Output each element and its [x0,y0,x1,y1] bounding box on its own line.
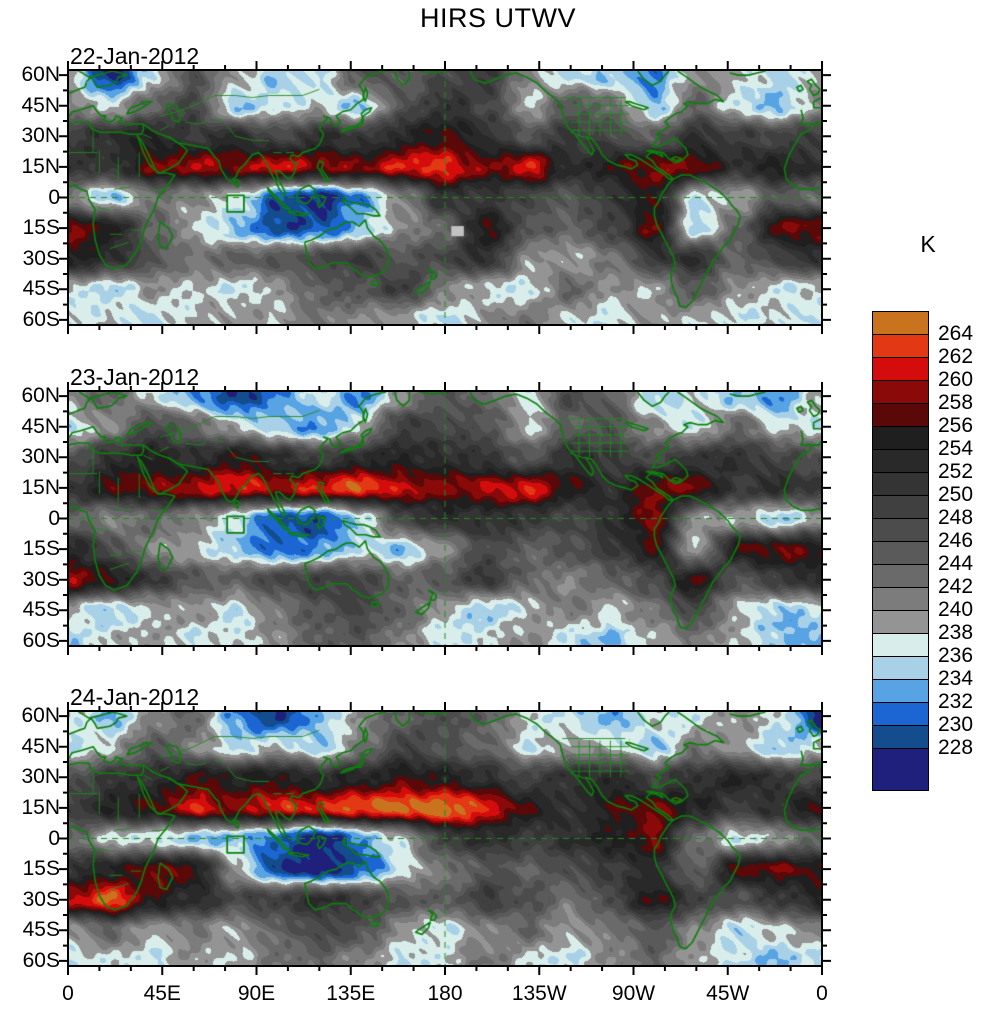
lon-tick-label: 45W [706,982,750,1005]
colorbar-tick-label: 252 [938,460,974,483]
colorbar-tick-label: 236 [938,644,974,667]
colorbar-tick-label: 228 [938,736,974,759]
lon-tick-label: 90E [237,982,276,1005]
lat-tick-label: 0 [48,506,60,530]
lat-tick-label: 30N [21,765,60,789]
map-heatmap-canvas-3 [68,711,822,966]
lat-tick-label: 30N [21,445,60,469]
colorbar-swatch [872,541,929,565]
lat-tick-label: 60S [22,307,60,331]
lat-tick-label: 45S [22,598,60,622]
lat-tick-label: 60S [22,628,60,652]
lat-tick-label: 45N [21,734,60,758]
lon-tick-label: 45E [143,982,181,1005]
figure-title: HIRS UTWV [420,3,576,33]
lat-tick-label: 45S [22,918,60,942]
lat-tick-label: 15S [22,537,60,561]
panel-date-label-3: 24-Jan-2012 [70,684,200,710]
colorbar-swatch [872,426,929,450]
lat-tick-label: 60N [21,63,60,87]
lon-tick-label: 0 [62,982,74,1005]
colorbar-swatch [872,702,929,726]
lat-tick-label: 0 [48,826,60,850]
colorbar-tick-label: 242 [938,575,974,598]
colorbar-tick-label: 240 [938,598,974,621]
colorbar-swatch [872,380,929,404]
colorbar-swatch [872,311,929,335]
colorbar-swatch [872,564,929,588]
colorbar-swatch [872,472,929,496]
lon-tick-label: 0 [816,982,828,1005]
colorbar-tick-label: 256 [938,414,974,437]
map-heatmap-canvas-1 [68,70,822,325]
lat-tick-label: 15N [21,154,60,178]
colorbar-swatch [872,587,929,611]
colorbar-tick-label: 254 [938,437,974,460]
lon-tick-label: 135W [511,982,567,1005]
lat-tick-label: 45N [21,93,60,117]
colorbar-swatch [872,518,929,542]
lat-tick-label: 30S [22,246,60,270]
panel-date-label-2: 23-Jan-2012 [70,364,200,390]
colorbar-tick-label: 232 [938,690,974,713]
lat-tick-label: 45N [21,414,60,438]
lat-tick-label: 30S [22,887,60,911]
colorbar-swatch [872,495,929,519]
colorbar-tick-label: 258 [938,391,974,414]
colorbar-tick-label: 260 [938,368,974,391]
lat-tick-label: 60N [21,704,60,728]
colorbar-swatch [872,403,929,427]
lon-tick-label: 90W [611,982,656,1005]
lat-tick-label: 30S [22,567,60,591]
colorbar-swatch [872,449,929,473]
colorbar-tick-label: 244 [938,552,974,575]
colorbar-tick-label: 264 [938,322,974,345]
colorbar-tick-label: 230 [938,713,974,736]
colorbar-swatch [872,725,929,749]
colorbar-swatch [872,610,929,634]
lon-tick-label: 135E [326,982,376,1005]
lat-tick-label: 15S [22,216,60,240]
colorbar-tick-label: 234 [938,667,974,690]
lat-tick-label: 30N [21,124,60,148]
lat-tick-label: 60N [21,384,60,408]
colorbar-tick-label: 248 [938,506,974,529]
colorbar-tick-label: 238 [938,621,974,644]
colorbar-unit-label: K [920,231,936,257]
colorbar-tick-label: 262 [938,345,974,368]
colorbar-tick-label: 250 [938,483,974,506]
panel-date-label-1: 22-Jan-2012 [70,43,200,69]
lat-tick-label: 45S [22,277,60,301]
lat-tick-label: 0 [48,185,60,209]
lat-tick-label: 60S [22,948,60,972]
colorbar-swatch [872,633,929,657]
colorbar-tick-label: 246 [938,529,974,552]
lon-tick-label: 180 [427,982,463,1005]
lat-tick-label: 15N [21,475,60,499]
lat-tick-label: 15N [21,795,60,819]
colorbar-swatch [872,334,929,358]
colorbar-swatch [872,357,929,381]
colorbar-swatch [872,656,929,680]
colorbar-swatch [872,679,929,703]
lat-tick-label: 15S [22,857,60,881]
colorbar-swatch [872,748,929,791]
map-heatmap-canvas-2 [68,391,822,646]
